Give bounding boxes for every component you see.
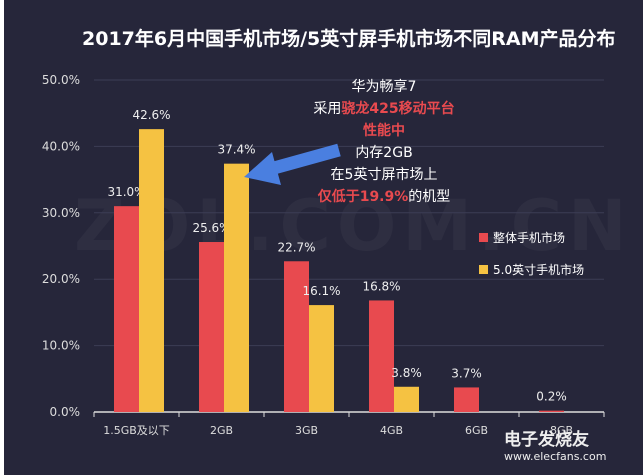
logo: 电子发烧友 www.elecfans.com [504,425,606,463]
legend-item: 整体手机市场 [479,229,565,246]
data-label: 0.2% [536,390,567,404]
y-tick-label: 40.0% [42,139,80,153]
annotation: 华为畅享7 采用骁龙425移动平台 性能中 内存2GB 在5英寸屏市场上 仅低于… [304,76,464,208]
data-label: 22.7% [277,240,315,254]
legend-label: 整体手机市场 [493,231,566,245]
data-label: 16.8% [362,279,400,293]
x-tick-label: 1.5GB及以下 [103,424,170,437]
y-tick-label: 10.0% [42,339,80,353]
annotation-text: 的机型 [408,189,451,205]
legend-item: 5.0英寸手机市场 [479,261,584,278]
annotation-highlight: 骁龙425移动平台 [341,101,455,117]
bar [139,129,164,413]
legend-swatch [479,265,488,274]
data-label: 31.0% [107,185,145,199]
bar [394,386,419,412]
annotation-line: 在5英寸屏市场上 [330,167,438,183]
y-tick-label: 50.0% [42,73,80,87]
bar [539,410,564,412]
legend-swatch [479,233,488,242]
legend-label: 5.0英寸手机市场 [493,263,585,277]
logo-name: 电子发烧友 [504,430,589,450]
x-tick-label: 6GB [465,424,488,437]
bar [369,300,394,412]
y-tick-label: 20.0% [42,272,80,286]
x-tick-label: 8GB [550,424,573,437]
y-tick-label: 0.0% [50,405,81,419]
x-tick-label: 2GB [210,424,233,437]
annotation-line: 内存2GB [355,145,413,161]
chart-title: 2017年6月中国手机市场/5英寸屏手机市场不同RAM产品分布 [82,28,616,50]
logo-url: www.elecfans.com [504,450,607,463]
x-tick-label: 4GB [380,424,403,437]
annotation-line: 采用骁龙425移动平台 [304,98,464,120]
bar [114,206,139,412]
data-label: 3.8% [391,366,422,380]
bar [199,242,224,412]
bar [309,305,334,412]
annotation-line: 华为畅享7 [351,79,417,95]
data-label: 3.7% [451,366,482,380]
bar [224,163,249,412]
watermark: ZOL.COM.CN [74,185,633,267]
bar [454,387,479,412]
annotation-line: 仅低于19.9%的机型 [304,186,464,208]
plot-area: 0.0% 10.0% 20.0% 30.0% 40.0% 50.0% 1.5GB及以下 31.… [42,73,605,437]
x-tick-label: 3GB [295,424,318,437]
data-label: 37.4% [217,143,255,157]
annotation-highlight: 性能中 [363,123,405,139]
arrow-head-icon [244,152,281,185]
bar [284,261,309,412]
annotation-highlight: 仅低于19.9% [317,189,409,205]
annotation-text: 采用 [313,101,342,117]
arrow-shaft [272,143,341,175]
y-tick-label: 30.0% [42,206,80,220]
data-label: 42.6% [132,108,170,122]
data-label: 16.1% [302,284,340,298]
data-label: 25.6% [192,221,230,235]
